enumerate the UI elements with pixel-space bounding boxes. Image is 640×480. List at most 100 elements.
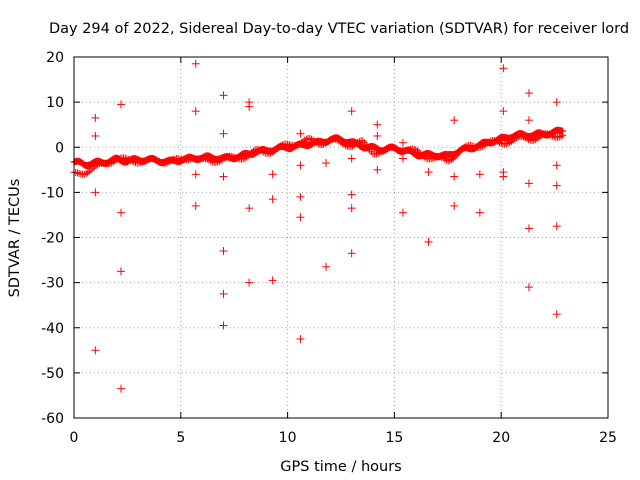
band-point [513, 134, 521, 142]
outlier-point [524, 283, 533, 292]
band-point [301, 136, 309, 144]
outlier-point [552, 161, 561, 170]
outlier-point [398, 138, 407, 147]
band-point [449, 154, 457, 162]
outlier-point [245, 204, 254, 213]
band-point [73, 169, 81, 177]
outlier-point [373, 131, 382, 140]
y-tick-label: -40 [41, 321, 64, 337]
band-point [555, 133, 563, 141]
outlier-point [450, 201, 459, 210]
outlier-point [268, 195, 277, 204]
outlier-point [552, 222, 561, 231]
band-point [75, 169, 83, 177]
outlier-point [191, 59, 200, 68]
outlier-point [91, 346, 100, 355]
outlier-point [373, 120, 382, 129]
outlier-point [116, 384, 125, 393]
x-axis-label: GPS time / hours [280, 459, 401, 475]
outlier-point [347, 190, 356, 199]
band-point [239, 155, 247, 163]
outlier-point [524, 89, 533, 98]
y-tick-label: 20 [46, 50, 64, 66]
outlier-point [475, 170, 484, 179]
outlier-point [347, 107, 356, 116]
band-point [87, 166, 95, 174]
outlier-point [116, 208, 125, 217]
band-point [530, 136, 538, 144]
band-point [372, 150, 380, 158]
band-point [80, 170, 88, 178]
outlier-point [499, 172, 508, 181]
outlier-point [322, 159, 331, 168]
band-point [355, 137, 363, 145]
y-tick-label: 10 [46, 95, 64, 111]
y-tick-label: -30 [41, 276, 64, 292]
outlier-point [450, 116, 459, 125]
band-point [92, 161, 100, 169]
band-point [548, 132, 556, 140]
outlier-point [296, 213, 305, 222]
outlier-point [322, 262, 331, 271]
band-point [347, 143, 355, 151]
outlier-point [219, 247, 228, 256]
outlier-point [191, 201, 200, 210]
outlier-point [450, 172, 459, 181]
grid [74, 57, 608, 418]
outlier-point [347, 249, 356, 258]
outlier-point [219, 321, 228, 330]
outlier-point [524, 179, 533, 188]
band-point [85, 167, 93, 175]
outlier-point [347, 204, 356, 213]
y-tick-label: -60 [41, 411, 64, 427]
outlier-point [91, 188, 100, 197]
outlier-point [116, 267, 125, 276]
band-point [477, 143, 485, 151]
outlier-point [347, 154, 356, 163]
outlier-point [116, 100, 125, 109]
outlier-point [296, 192, 305, 201]
x-tick-label: 25 [599, 430, 617, 446]
outlier-point [296, 335, 305, 344]
outlier-point [268, 276, 277, 285]
outlier-point [245, 102, 254, 111]
outlier-point [219, 91, 228, 100]
outlier-point [499, 107, 508, 116]
band-point [444, 157, 452, 165]
outlier-point [524, 224, 533, 233]
band-point [413, 147, 421, 155]
outlier-point [424, 238, 433, 247]
outlier-point [219, 172, 228, 181]
outlier-point [191, 107, 200, 116]
x-tick-label: 10 [279, 430, 297, 446]
data-points [70, 59, 567, 393]
y-tick-label: -50 [41, 366, 64, 382]
outlier-point [191, 170, 200, 179]
outlier-point [499, 64, 508, 73]
x-tick-label: 20 [492, 430, 510, 446]
y-axis-label: SDTVAR / TECUs [7, 179, 23, 298]
plot-frame [73, 56, 609, 419]
band-point [89, 164, 97, 172]
chart-title: Day 294 of 2022, Sidereal Day-to-day VTE… [49, 21, 629, 37]
x-tick-label: 5 [176, 430, 185, 446]
x-tick-label: 0 [70, 430, 79, 446]
y-tick-label: -10 [41, 185, 64, 201]
y-tick-label: 0 [55, 140, 64, 156]
x-tick-label: 15 [385, 430, 403, 446]
band-point [557, 132, 565, 140]
outlier-point [91, 131, 100, 140]
outlier-point [552, 310, 561, 319]
band-point [495, 139, 503, 147]
band-point [502, 140, 510, 148]
outlier-point [91, 113, 100, 122]
outlier-point [296, 161, 305, 170]
outlier-point [268, 170, 277, 179]
band-point [420, 153, 428, 161]
outlier-point [296, 129, 305, 138]
band-point [559, 131, 567, 139]
outlier-point [424, 168, 433, 177]
band-point [84, 169, 92, 177]
outlier-point [398, 154, 407, 163]
